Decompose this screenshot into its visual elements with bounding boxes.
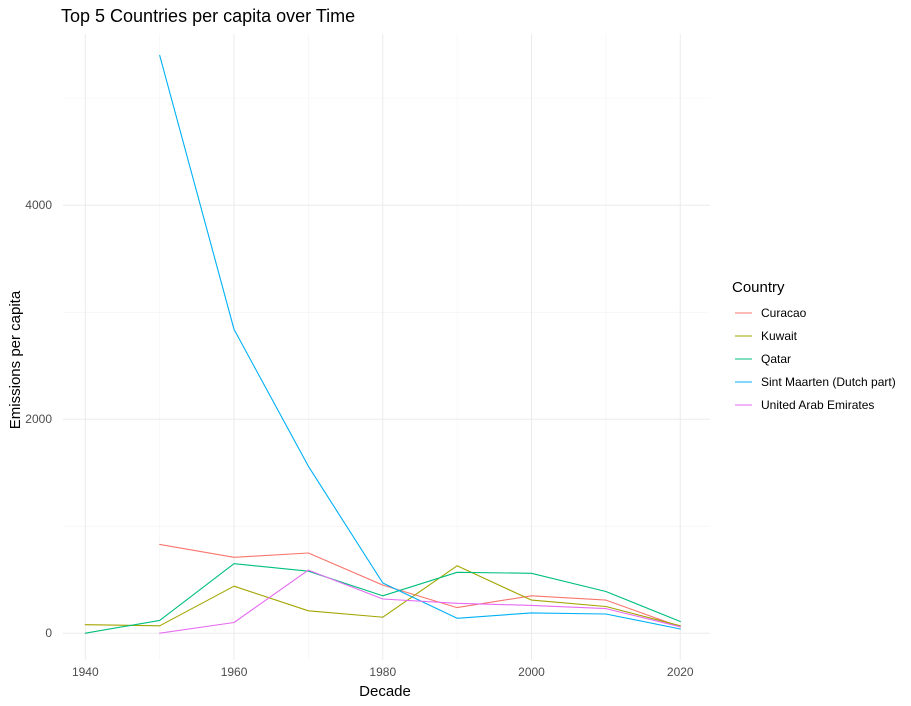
legend-label: Curacao [761, 306, 807, 320]
legend-label: United Arab Emirates [761, 398, 874, 412]
x-tick-label: 2020 [667, 665, 694, 679]
y-axis-title: Emissions per capita [7, 290, 24, 429]
x-axis-title: Decade [359, 683, 411, 700]
legend-item: Kuwait [735, 329, 798, 343]
legend-title: Country [732, 279, 785, 296]
legend: Country Curacao Kuwait Qatar Sint Maarten (… [732, 279, 896, 412]
series-lines [84, 54, 681, 634]
series-line-qatar [84, 563, 681, 634]
legend-item: Qatar [735, 352, 791, 366]
chart-title: Top 5 Countries per capita over Time [61, 6, 355, 26]
y-axis-tick-labels: 0 2000 4000 [25, 198, 52, 640]
x-tick-label: 1960 [221, 665, 248, 679]
series-line-united-arab-emirates [159, 569, 681, 634]
series-line-curacao [159, 543, 681, 628]
x-axis-tick-labels: 1940 1960 1980 2000 2020 [72, 665, 694, 679]
x-tick-label: 1940 [72, 665, 99, 679]
legend-item: United Arab Emirates [735, 398, 874, 412]
legend-item: Sint Maarten (Dutch part) [735, 375, 896, 389]
legend-label: Kuwait [761, 329, 798, 343]
legend-label: Qatar [761, 352, 791, 366]
y-tick-label: 4000 [25, 198, 52, 212]
x-tick-label: 2000 [518, 665, 545, 679]
y-tick-label: 0 [45, 626, 52, 640]
series-line-kuwait [84, 565, 681, 627]
x-tick-label: 1980 [369, 665, 396, 679]
y-tick-label: 2000 [25, 412, 52, 426]
legend-item: Curacao [735, 306, 807, 320]
legend-label: Sint Maarten (Dutch part) [761, 375, 896, 389]
legend-items: Curacao Kuwait Qatar Sint Maarten (Dutch pa… [735, 306, 896, 412]
